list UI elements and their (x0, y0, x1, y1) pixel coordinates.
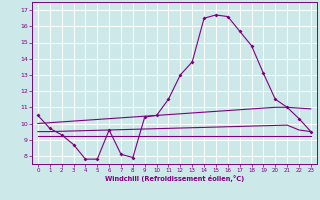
X-axis label: Windchill (Refroidissement éolien,°C): Windchill (Refroidissement éolien,°C) (105, 175, 244, 182)
